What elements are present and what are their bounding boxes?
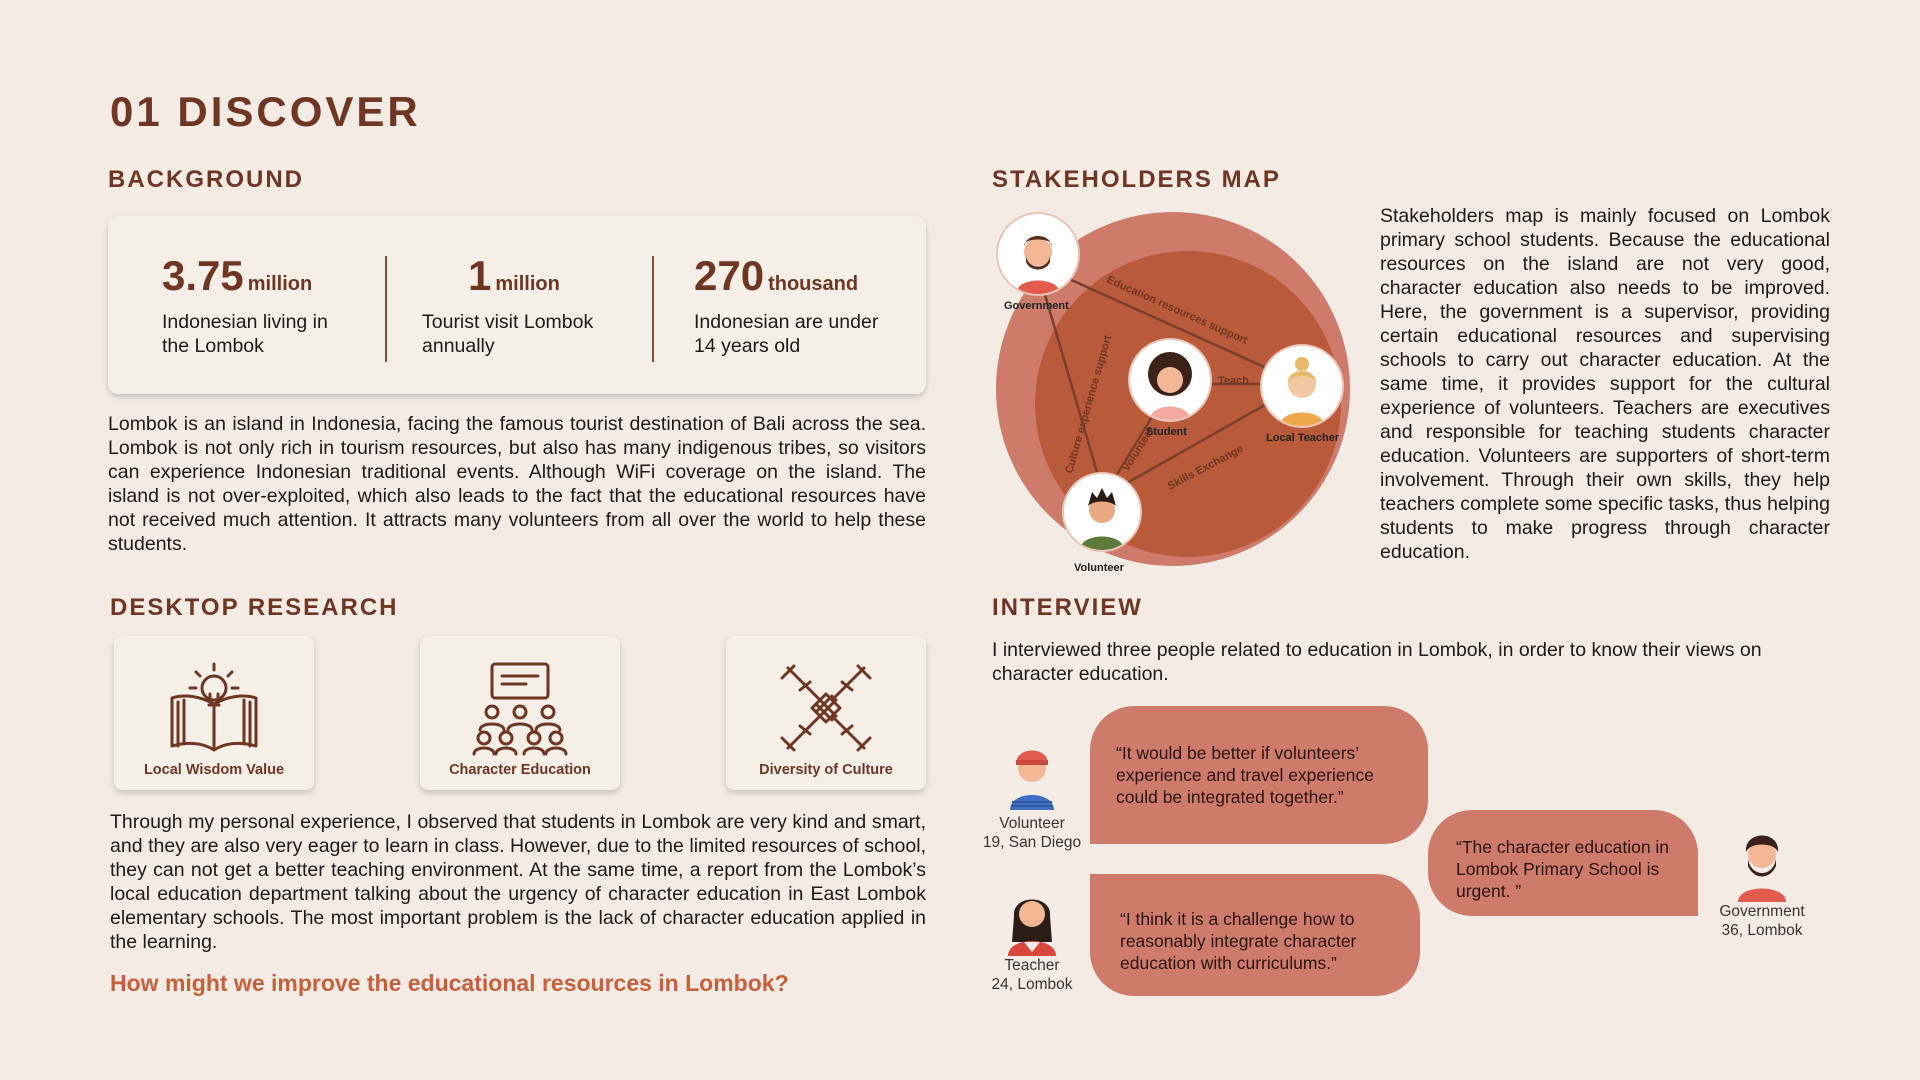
volunteer-avatar [1062,472,1142,552]
research-card-label: Diversity of Culture [759,762,893,778]
edge-label-teach: Teach [1218,375,1249,387]
book-lightbulb-icon [170,662,258,752]
interviewee-detail: 24, Lombok [991,976,1073,993]
man-spiky-hair-icon [1080,488,1124,550]
page-title: 01 DISCOVER [110,88,421,135]
desktop-research-heading: DESKTOP RESEARCH [110,594,399,621]
stat-divider [385,256,387,362]
stat-population: 3.75 million Indonesian living in the Lom… [162,252,352,358]
node-label-government: Government [1004,300,1069,312]
background-heading: BACKGROUND [108,166,304,193]
volunteer-caption: Volunteer 19, San Diego [972,814,1092,852]
girl-curly-hair-icon [1148,352,1192,420]
man-beard-icon [1738,835,1786,902]
interviewee-role: Government [1719,903,1805,920]
stakeholders-description: Stakeholders map is mainly focused on Lo… [1380,205,1830,563]
research-card-label: Local Wisdom Value [143,762,285,778]
interviewee-detail: 19, San Diego [982,834,1082,851]
stakeholders-heading: STAKEHOLDERS MAP [992,166,1281,193]
interviewee-role: Teacher [1004,957,1060,974]
stat-description: Indonesian living in the Lombok [162,311,328,357]
how-might-we-question: How might we improve the educational res… [110,970,789,996]
joined-hands-icon [780,664,872,752]
teacher-avatar [1260,344,1344,428]
stat-unit: thousand [768,273,859,295]
classroom-icon [472,662,568,756]
research-paragraph: Through my personal experience, I observ… [110,811,926,953]
research-card-local-wisdom: Local Wisdom Value [114,636,314,790]
government-quote-bubble: “The character education in Lombok Prima… [1428,810,1698,916]
stats-card: 3.75 million Indonesian living in the Lom… [108,216,926,394]
stat-number: 270 [694,252,765,299]
stat-number: 1 [468,252,492,299]
stat-children: 270 thousand Indonesian are under 14 year… [694,252,904,358]
stat-number: 3.75 [162,252,244,299]
interview-heading: INTERVIEW [992,594,1143,621]
government-avatar [996,212,1080,296]
teacher-interviewee-avatar [990,872,1074,956]
stat-tourists: 1 million Tourist visit Lombok annually [422,252,612,358]
stat-unit: million [247,273,313,295]
research-card-label: Character Education [449,762,591,778]
stat-description: Indonesian are under 14 years old [694,311,879,357]
stat-divider [652,256,654,362]
stakeholders-map: Education resources support Culture expe… [988,204,1358,574]
teacher-caption: Teacher 24, Lombok [972,956,1092,994]
woman-bun-icon [1280,357,1324,426]
node-label-teacher: Local Teacher [1266,432,1340,444]
government-caption: Government 36, Lombok [1702,902,1822,940]
background-paragraph: Lombok is an island in Indonesia, facing… [108,413,926,555]
quote-text: “The character education in Lombok Prima… [1456,837,1670,901]
stat-description: Tourist visit Lombok annually [422,311,594,357]
node-label-student: Student [1146,426,1187,438]
volunteer-quote-bubble: “It would be better if volunteers’ exper… [1090,706,1428,844]
government-interviewee-avatar [1718,814,1806,902]
interviewee-detail: 36, Lombok [1721,922,1803,939]
interviewee-role: Volunteer [999,815,1065,832]
quote-text: “I think it is a challenge how to reason… [1120,909,1357,973]
stat-unit: million [495,273,560,295]
woman-long-hair-icon [1008,899,1056,956]
quote-text: “It would be better if volunteers’ exper… [1116,743,1374,807]
research-card-character-education: Character Education [420,636,620,790]
man-beard-icon [1016,236,1060,294]
research-card-diversity: Diversity of Culture [726,636,926,790]
volunteer-interviewee-avatar [990,726,1074,810]
node-label-volunteer: Volunteer [1074,562,1124,574]
interview-intro: I interviewed three people related to ed… [992,639,1762,685]
teacher-quote-bubble: “I think it is a challenge how to reason… [1090,874,1420,996]
student-avatar [1128,338,1212,422]
man-cap-icon [1010,750,1054,810]
